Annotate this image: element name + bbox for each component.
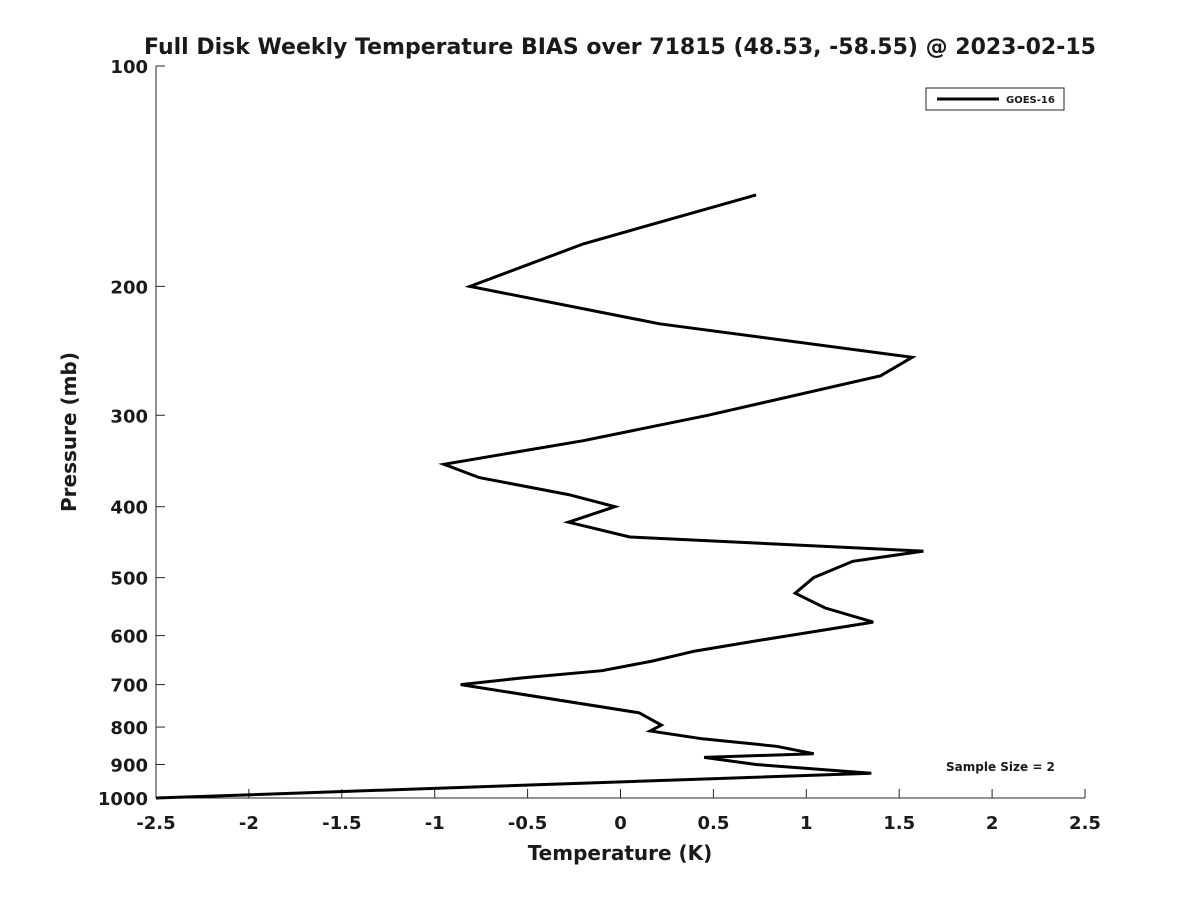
legend: GOES-16 xyxy=(925,87,1065,111)
y-tick-label: 600 xyxy=(110,627,148,648)
y-tick-label: 400 xyxy=(110,498,148,519)
series-layer xyxy=(155,193,924,800)
y-tick-label: 700 xyxy=(110,676,148,697)
chart-title: Full Disk Weekly Temperature BIAS over 7… xyxy=(144,35,1096,60)
x-tick-label: -1.5 xyxy=(322,813,361,834)
x-tick-label: -1 xyxy=(425,813,445,834)
x-tick-label: 2.5 xyxy=(1069,813,1101,834)
x-tick-label: 0.5 xyxy=(697,813,729,834)
x-tick-label: -2.5 xyxy=(136,813,175,834)
x-tick-label: 1.5 xyxy=(883,813,915,834)
y-tick-label: 300 xyxy=(110,406,148,427)
x-tick-label: -0.5 xyxy=(508,813,547,834)
x-tick-label: 0 xyxy=(614,813,627,834)
y-tick-label: 1000 xyxy=(98,789,148,810)
x-tick-label: -2 xyxy=(239,813,259,834)
y-axis-label: Pressure (mb) xyxy=(57,352,81,512)
legend-label-goes-16: GOES-16 xyxy=(1006,95,1055,106)
y-tick-label: 200 xyxy=(110,277,148,298)
series-line-goes-16 xyxy=(155,193,924,800)
y-tick-label: 500 xyxy=(110,569,148,590)
sample-size-annotation: Sample Size = 2 xyxy=(946,760,1055,774)
x-axis-label: Temperature (K) xyxy=(528,841,713,865)
x-ticks: -2.5 -2 -1.5 -1 -0.5 0 0.5 1 1.5 2 2.5 xyxy=(136,789,1101,834)
y-ticks: 100 200 300 400 500 600 700 800 900 1000 xyxy=(98,57,165,810)
y-tick-label: 800 xyxy=(110,718,148,739)
x-tick-label: 2 xyxy=(986,813,999,834)
y-tick-label: 900 xyxy=(110,756,148,777)
y-tick-label: 100 xyxy=(110,57,148,78)
x-tick-label: 1 xyxy=(800,813,813,834)
